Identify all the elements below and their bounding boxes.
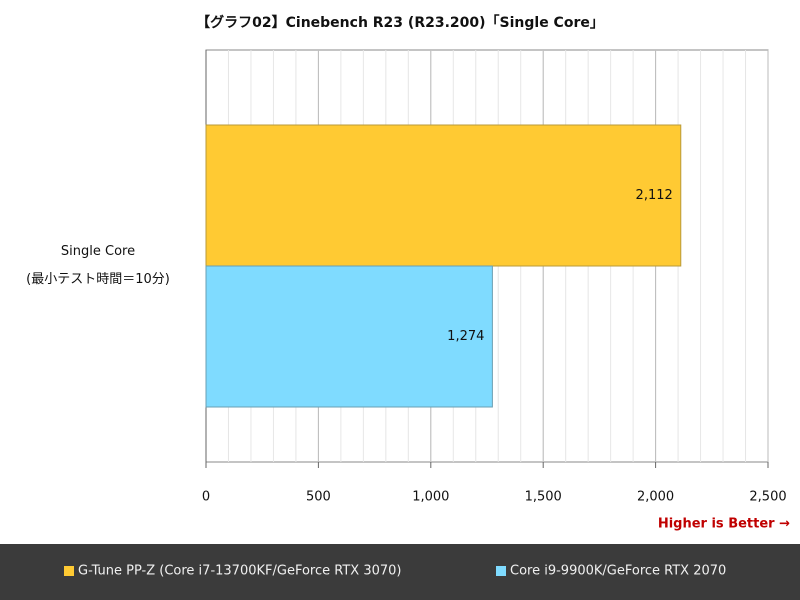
bar: [205, 124, 682, 267]
chart-title: 【グラフ02】Cinebench R23 (R23.200)「Single Co…: [196, 14, 604, 31]
legend-label: Core i9-9900K/GeForce RTX 2070: [510, 564, 726, 579]
x-tick-label: 500: [306, 490, 331, 505]
bar: [205, 265, 493, 408]
x-tick-label: 2,500: [749, 490, 786, 505]
legend-band: [0, 544, 800, 600]
x-tick-label: 1,500: [525, 490, 562, 505]
legend-swatch: [496, 566, 506, 576]
annotation: Higher is Better →: [658, 517, 790, 532]
x-tick-label: 1,000: [412, 490, 449, 505]
x-tick-label: 0: [202, 490, 210, 505]
x-tick-label: 2,000: [637, 490, 674, 505]
category-label: Single Core (最小テスト時間＝10分): [26, 244, 170, 287]
legend-swatch: [64, 566, 74, 576]
legend-label: G-Tune PP-Z (Core i7-13700KF/GeForce RTX…: [78, 564, 401, 579]
value-label: 1,274: [447, 329, 484, 344]
value-label: 2,112: [636, 188, 673, 203]
